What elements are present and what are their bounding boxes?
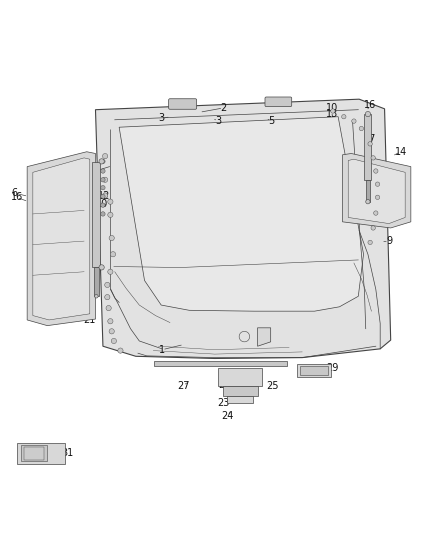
Text: 31: 31 bbox=[62, 448, 74, 458]
Polygon shape bbox=[27, 152, 95, 326]
Text: 18: 18 bbox=[68, 262, 81, 272]
Circle shape bbox=[108, 269, 113, 274]
Polygon shape bbox=[154, 361, 287, 366]
Circle shape bbox=[111, 338, 117, 344]
Circle shape bbox=[352, 119, 356, 123]
Circle shape bbox=[99, 159, 104, 164]
Text: 14: 14 bbox=[27, 282, 39, 293]
Circle shape bbox=[375, 182, 380, 187]
Circle shape bbox=[371, 156, 375, 160]
Text: 7: 7 bbox=[66, 230, 72, 240]
Polygon shape bbox=[258, 328, 271, 346]
Text: 5: 5 bbox=[268, 116, 275, 126]
Circle shape bbox=[118, 348, 123, 353]
Polygon shape bbox=[119, 117, 364, 311]
Text: 21: 21 bbox=[84, 315, 96, 325]
Circle shape bbox=[108, 199, 113, 204]
Polygon shape bbox=[92, 162, 100, 268]
Text: 10: 10 bbox=[95, 199, 108, 209]
Circle shape bbox=[109, 236, 114, 241]
FancyBboxPatch shape bbox=[169, 99, 197, 109]
Polygon shape bbox=[343, 154, 411, 228]
Circle shape bbox=[366, 199, 370, 204]
Text: 17: 17 bbox=[364, 134, 376, 144]
Circle shape bbox=[239, 332, 250, 342]
Circle shape bbox=[101, 194, 105, 199]
Polygon shape bbox=[17, 442, 65, 464]
Circle shape bbox=[368, 240, 372, 245]
Text: 6: 6 bbox=[11, 188, 17, 198]
Circle shape bbox=[99, 265, 104, 270]
Text: 25: 25 bbox=[266, 381, 279, 391]
Text: 13: 13 bbox=[326, 109, 338, 119]
Text: 8: 8 bbox=[83, 183, 89, 192]
Text: 3: 3 bbox=[158, 114, 164, 124]
Polygon shape bbox=[366, 180, 370, 201]
Polygon shape bbox=[33, 158, 90, 320]
Polygon shape bbox=[21, 445, 47, 462]
Text: 19: 19 bbox=[376, 197, 388, 207]
Text: 23: 23 bbox=[217, 398, 230, 408]
Circle shape bbox=[105, 295, 110, 300]
Text: 8: 8 bbox=[83, 217, 89, 228]
Circle shape bbox=[102, 154, 108, 159]
Text: 10: 10 bbox=[326, 103, 338, 113]
Text: 19: 19 bbox=[81, 298, 93, 309]
Circle shape bbox=[102, 193, 108, 198]
Circle shape bbox=[106, 305, 111, 311]
Text: 21: 21 bbox=[378, 214, 391, 224]
Polygon shape bbox=[364, 114, 371, 180]
Text: 9: 9 bbox=[386, 236, 392, 246]
Circle shape bbox=[108, 212, 113, 217]
Polygon shape bbox=[95, 99, 391, 359]
Text: 1: 1 bbox=[159, 345, 165, 355]
FancyBboxPatch shape bbox=[265, 97, 292, 107]
Text: 24: 24 bbox=[222, 411, 234, 421]
Circle shape bbox=[95, 295, 98, 298]
Text: 27: 27 bbox=[177, 381, 189, 391]
Text: 12: 12 bbox=[98, 191, 110, 201]
Polygon shape bbox=[24, 447, 44, 460]
Circle shape bbox=[101, 185, 105, 190]
Circle shape bbox=[101, 212, 105, 216]
Text: 26: 26 bbox=[218, 379, 230, 390]
Polygon shape bbox=[297, 364, 331, 377]
Polygon shape bbox=[348, 159, 405, 223]
Circle shape bbox=[101, 177, 105, 182]
Circle shape bbox=[331, 109, 335, 113]
Text: 16: 16 bbox=[364, 100, 376, 110]
Text: 16: 16 bbox=[11, 192, 23, 203]
Text: 18: 18 bbox=[373, 161, 385, 172]
Circle shape bbox=[374, 211, 378, 215]
Circle shape bbox=[108, 319, 113, 324]
Circle shape bbox=[342, 115, 346, 119]
Polygon shape bbox=[227, 395, 253, 403]
Polygon shape bbox=[300, 366, 328, 375]
Circle shape bbox=[359, 126, 364, 131]
Polygon shape bbox=[218, 368, 262, 386]
Circle shape bbox=[371, 226, 375, 230]
Circle shape bbox=[109, 329, 114, 334]
Circle shape bbox=[102, 177, 108, 182]
Circle shape bbox=[365, 111, 371, 117]
Circle shape bbox=[110, 252, 116, 257]
Polygon shape bbox=[94, 268, 99, 296]
Text: 29: 29 bbox=[326, 363, 338, 373]
Text: 3: 3 bbox=[215, 116, 221, 126]
Circle shape bbox=[368, 142, 372, 146]
Text: 14: 14 bbox=[395, 147, 407, 157]
Circle shape bbox=[101, 159, 105, 164]
Circle shape bbox=[101, 169, 105, 173]
Circle shape bbox=[101, 203, 105, 207]
Circle shape bbox=[105, 282, 110, 287]
Polygon shape bbox=[223, 386, 258, 395]
Circle shape bbox=[375, 195, 380, 199]
Text: 2: 2 bbox=[220, 103, 226, 113]
Circle shape bbox=[374, 169, 378, 173]
